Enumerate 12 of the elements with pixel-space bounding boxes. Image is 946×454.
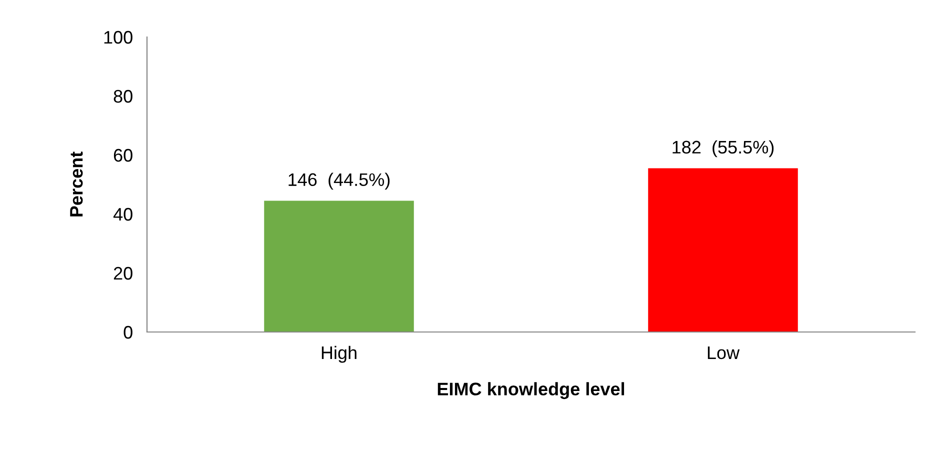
y-tick-label: 20 [114,266,132,280]
y-tick-label: 60 [114,148,132,162]
data-label: 182 (55.5%) [672,140,774,158]
y-tick-label: 80 [114,90,132,103]
data-label: 146 (44.5%) [288,172,390,190]
y-tick-label: 100 [104,30,132,44]
y-tick-label: 0 [124,326,132,339]
x-tick-label: Low [708,346,740,360]
x-tick-label: High [322,346,356,363]
y-tick-label: 40 [113,208,132,221]
x-axis-title: EIMC knowledge level [438,382,624,400]
y-axis-title: Percent [70,152,83,216]
